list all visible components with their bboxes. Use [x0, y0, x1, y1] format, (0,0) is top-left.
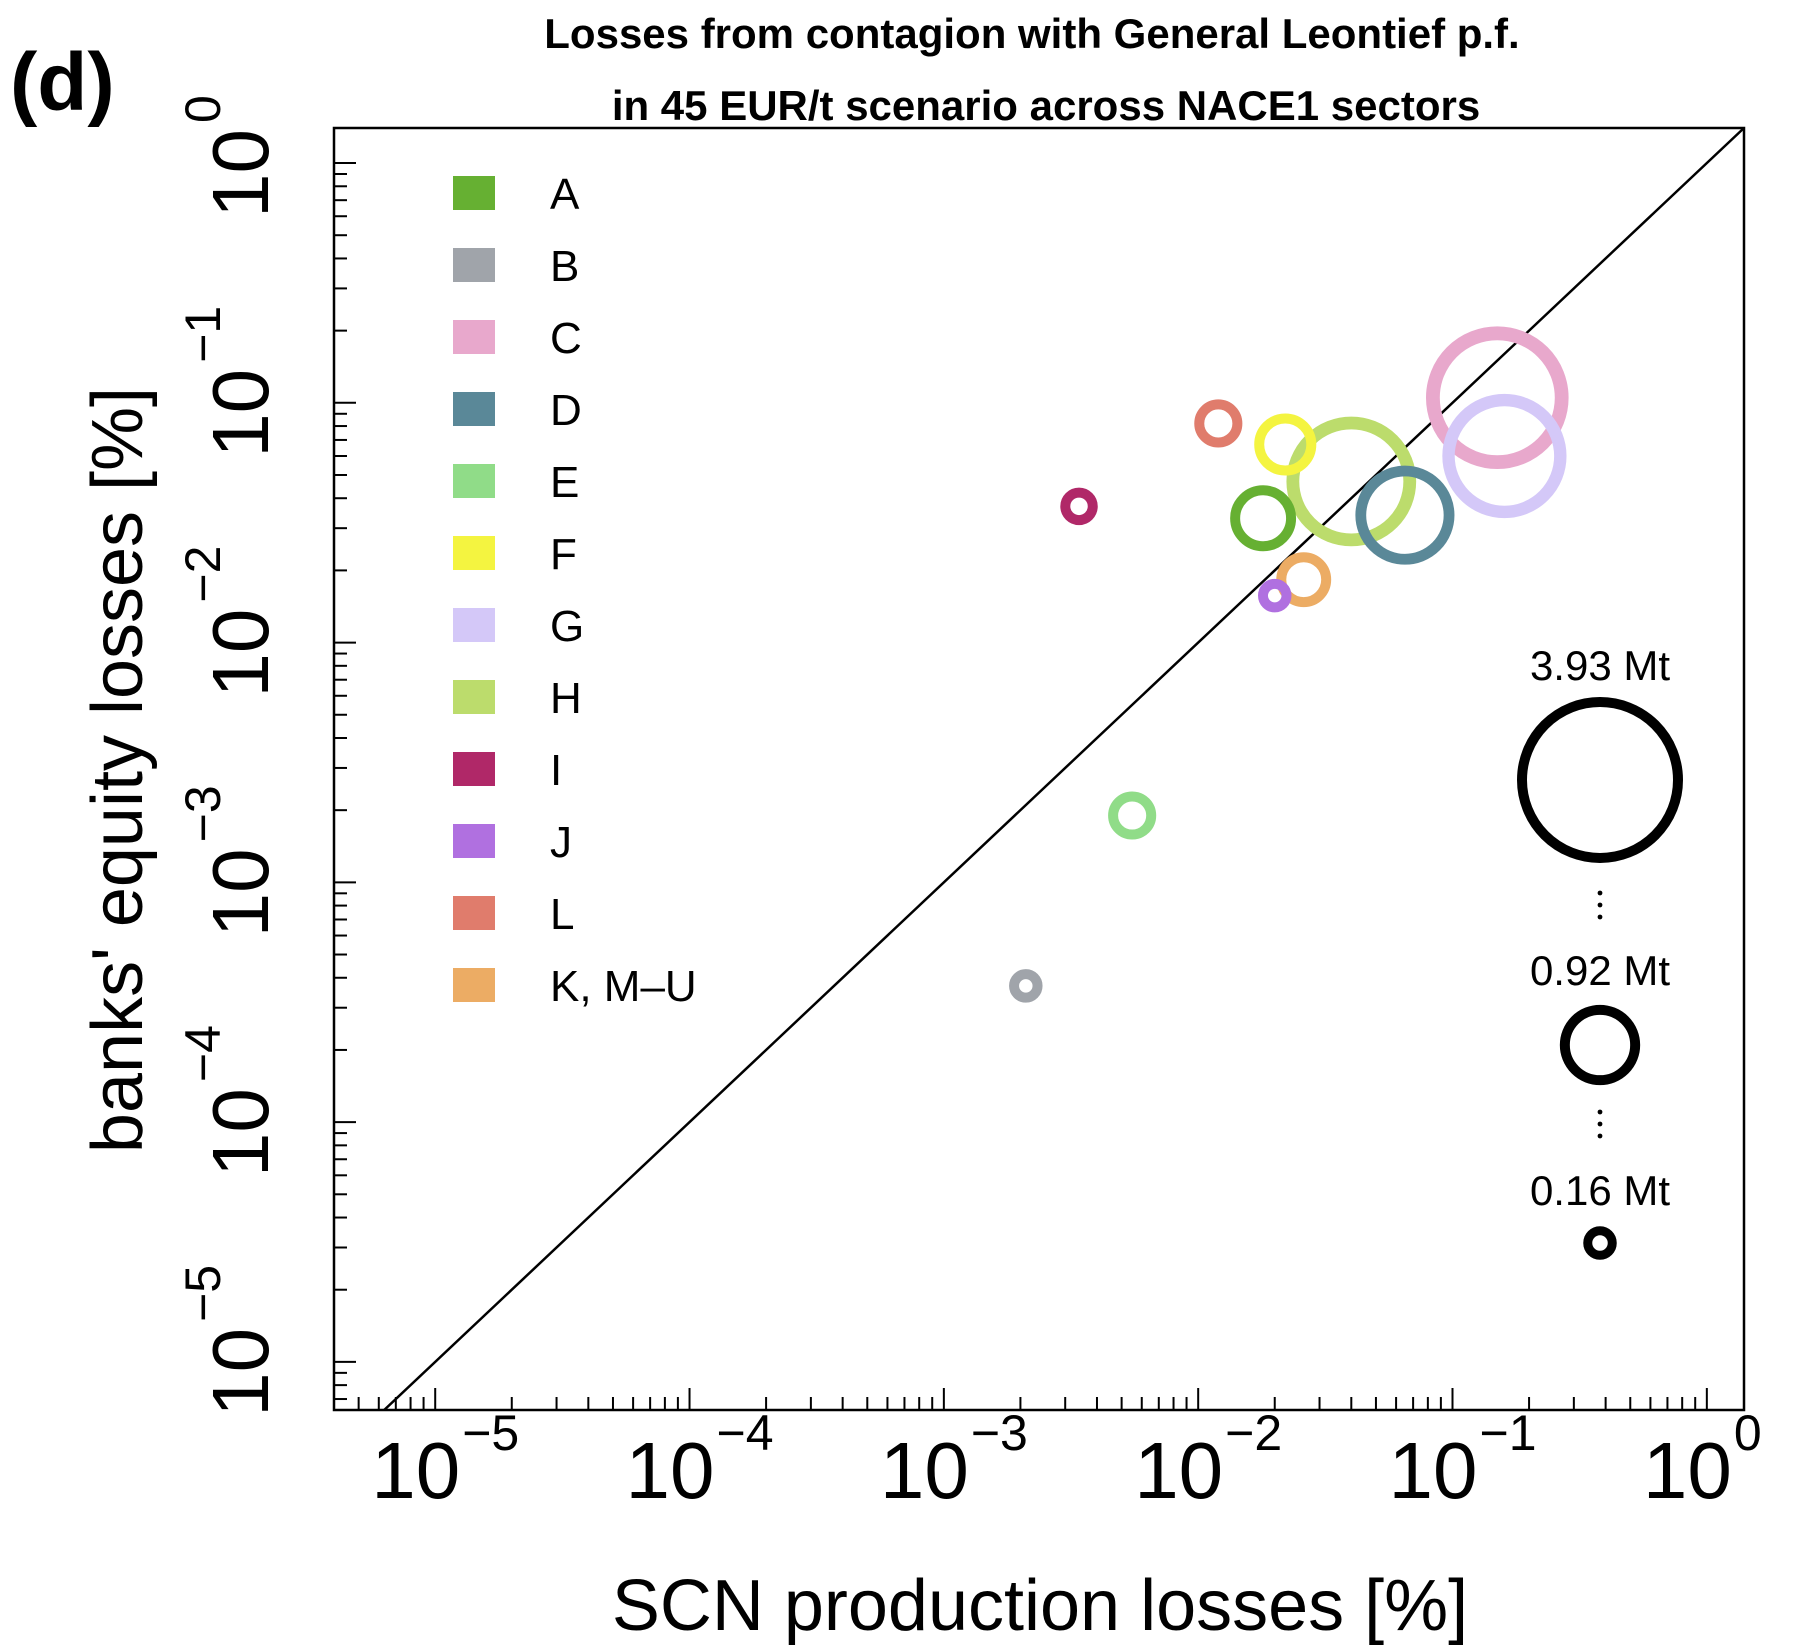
size-legend: 3.93 Mt 0.92 Mt 0.16 Mt: [1517, 642, 1683, 1260]
y-tick-label-base: 10: [196, 369, 285, 458]
y-tick-label-base: 10: [196, 848, 285, 937]
y-tick-label: 10−4: [175, 1025, 285, 1177]
legend-label: H: [550, 674, 582, 723]
legend-swatch: [453, 464, 495, 498]
bubble-d: [1355, 465, 1455, 565]
legend-swatch: [453, 608, 495, 642]
x-tick-label-exponent: −3: [971, 1405, 1028, 1461]
x-tick-label-exponent: −4: [717, 1405, 774, 1461]
size-legend-dot: [1597, 1133, 1603, 1139]
x-tick-label: 10 −5: [371, 1405, 519, 1515]
y-axis-ticks: [334, 162, 356, 1401]
panel-label: (d): [10, 37, 115, 128]
bubble-marks: [1009, 326, 1569, 1003]
x-tick-label-exponent: −1: [1480, 1405, 1537, 1461]
y-tick-label-exponent: −3: [175, 785, 231, 842]
legend-swatch: [453, 896, 495, 930]
size-legend-label: 0.92 Mt: [1530, 947, 1670, 994]
legend-label: A: [550, 170, 580, 219]
size-legend-dot: [1597, 890, 1603, 896]
y-tick-label-base: 10: [196, 609, 285, 698]
x-tick-label: 10 −1: [1389, 1405, 1537, 1515]
legend-label: J: [550, 818, 572, 867]
legend-swatch: [453, 824, 495, 858]
legend-label: D: [550, 386, 582, 435]
size-legend-circle: [1559, 1004, 1641, 1086]
size-legend-circle: [1517, 697, 1683, 863]
legend-swatch: [453, 248, 495, 282]
legend-swatch: [453, 536, 495, 570]
diagonal-line: [383, 127, 1745, 1411]
x-axis-tick-labels: 10 −5 10 −4 10 −3 10 −2 10 −1 10 0: [371, 1405, 1761, 1515]
x-tick-label-base: 10: [1643, 1426, 1732, 1515]
bubble-i: [1060, 487, 1098, 526]
legend-swatch: [453, 176, 495, 210]
size-legend-label: 3.93 Mt: [1530, 642, 1670, 689]
plot-area-frame: [332, 126, 1746, 1412]
size-legend-circle: [1583, 1226, 1617, 1260]
legend-label: I: [550, 746, 562, 795]
legend-label: F: [550, 530, 577, 579]
y-tick-label: 10−2: [175, 546, 285, 698]
size-legend-dot: [1597, 902, 1603, 908]
size-legend-dot: [1597, 1109, 1603, 1115]
bubble-j: [1257, 578, 1292, 613]
y-axis-label: banks' equity losses [%]: [78, 387, 158, 1153]
legend-swatch: [453, 320, 495, 354]
legend-label: C: [550, 314, 582, 363]
legend-swatch: [453, 680, 495, 714]
legend-swatch: [453, 968, 495, 1002]
y-tick-label-base: 10: [196, 1328, 285, 1417]
x-tick-label-base: 10: [626, 1426, 715, 1515]
y-tick-label: 10−1: [175, 306, 285, 458]
x-tick-label-exponent: −5: [462, 1405, 519, 1461]
x-axis-label: SCN production losses [%]: [612, 1566, 1468, 1646]
x-tick-label-base: 10: [371, 1426, 460, 1515]
y-tick-label-exponent: −5: [175, 1265, 231, 1322]
bubble-a: [1230, 485, 1297, 552]
y-tick-label-exponent: −4: [175, 1025, 231, 1082]
bubble-e: [1108, 791, 1157, 840]
bubble-c: [1425, 326, 1569, 470]
bubble-g: [1442, 393, 1567, 519]
legend-label: B: [550, 242, 579, 291]
chart-subtitle: in 45 EUR/t scenario across NACE1 sector…: [612, 82, 1480, 129]
legend-swatch: [453, 752, 495, 786]
x-tick-label: 10 −4: [626, 1405, 774, 1515]
x-tick-label: 10 0: [1643, 1405, 1762, 1515]
x-tick-label-exponent: 0: [1734, 1405, 1762, 1461]
x-axis-ticks: [333, 1388, 1708, 1410]
y-tick-label-base: 10: [196, 1088, 285, 1177]
x-tick-label: 10 −3: [880, 1405, 1028, 1515]
y-tick-label-exponent: 0: [175, 95, 231, 123]
legend-label: G: [550, 602, 584, 651]
y-tick-label: 10−3: [175, 785, 285, 937]
y-tick-label-exponent: −2: [175, 546, 231, 603]
chart-title: Losses from contagion with General Leont…: [544, 10, 1519, 57]
y-tick-label: 100: [175, 95, 285, 218]
x-tick-label-base: 10: [880, 1426, 969, 1515]
legend-label: E: [550, 458, 579, 507]
size-legend-dot: [1597, 1121, 1603, 1127]
x-tick-label: 10 −2: [1134, 1405, 1282, 1515]
legend-label: K, M–U: [550, 962, 697, 1011]
legend-label: L: [550, 890, 574, 939]
x-tick-label-base: 10: [1389, 1426, 1478, 1515]
bubble-l: [1194, 399, 1243, 448]
y-tick-label-exponent: −1: [175, 306, 231, 363]
bubble-f: [1254, 413, 1317, 476]
y-tick-label: 10−5: [175, 1265, 285, 1417]
bubble-h: [1286, 416, 1417, 547]
y-tick-label-base: 10: [196, 129, 285, 218]
bubble-b: [1009, 969, 1043, 1003]
x-tick-label-exponent: −2: [1225, 1405, 1282, 1461]
legend-swatch: [453, 392, 495, 426]
bubble-k-m-u: [1276, 552, 1332, 608]
size-legend-dot: [1597, 914, 1603, 920]
x-tick-label-base: 10: [1134, 1426, 1223, 1515]
size-legend-label: 0.16 Mt: [1530, 1167, 1670, 1214]
